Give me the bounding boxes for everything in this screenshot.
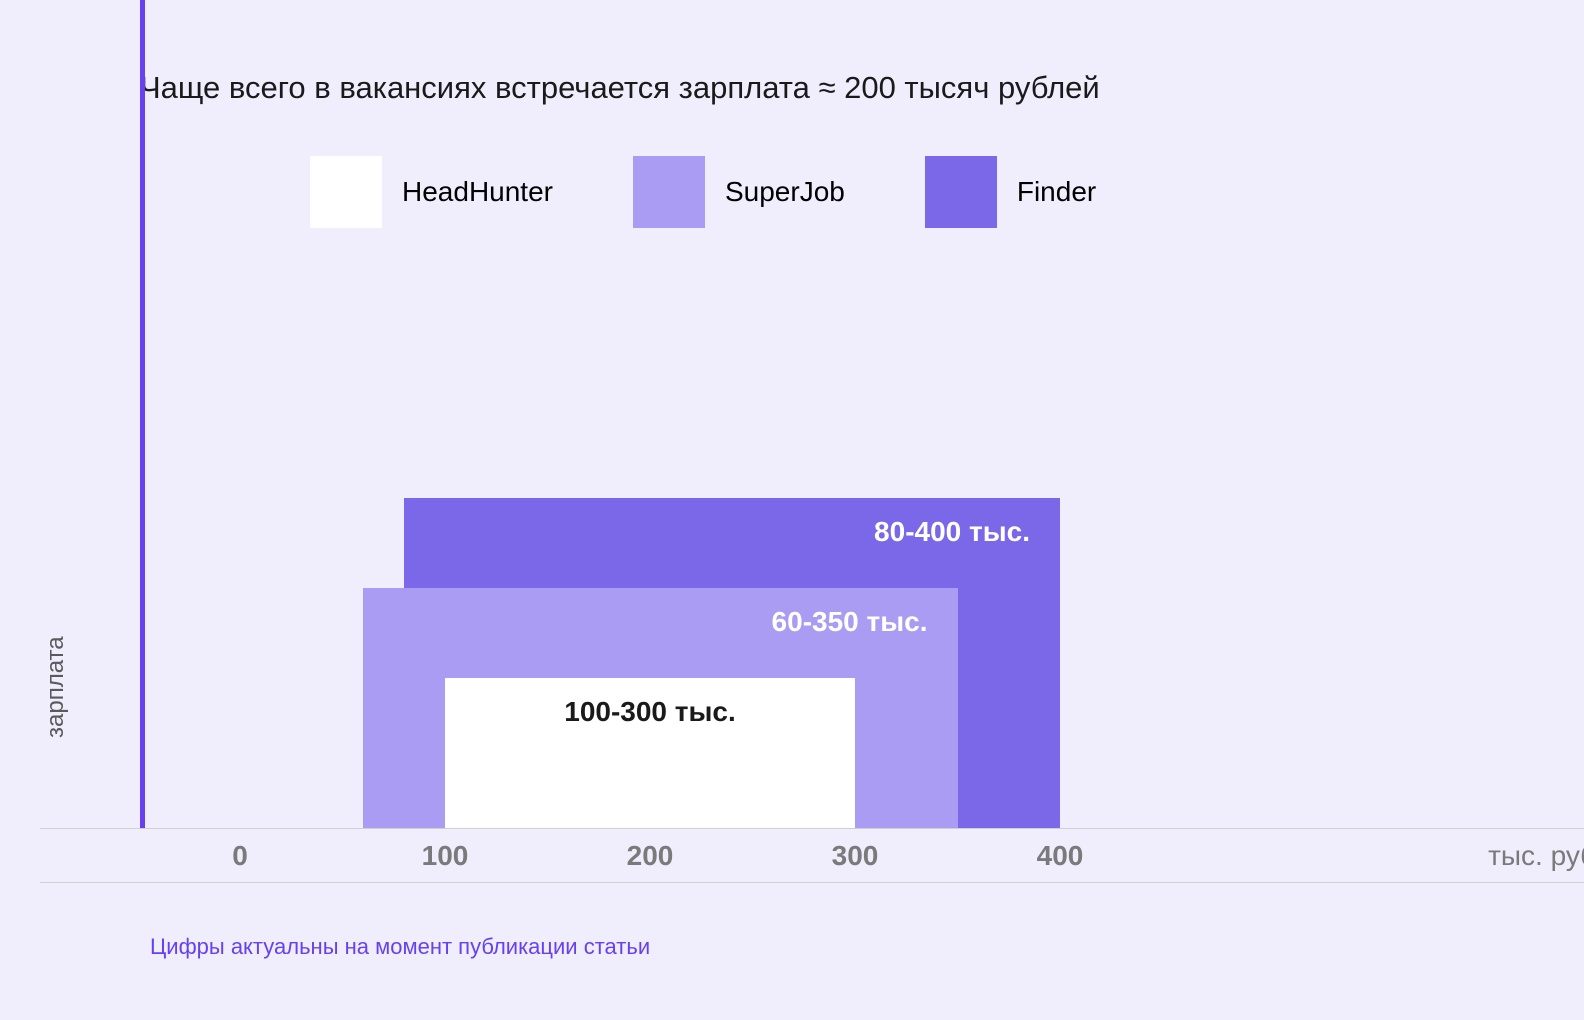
footnote: Цифры актуальны на момент публикации ста… xyxy=(150,934,650,960)
legend-label: HeadHunter xyxy=(402,176,553,208)
bar-label: 100-300 тыс. xyxy=(564,696,736,728)
x-tick: 400 xyxy=(1037,840,1084,872)
legend-swatch xyxy=(633,156,705,228)
x-tick: 200 xyxy=(627,840,674,872)
legend-item-headhunter: HeadHunter xyxy=(310,156,553,228)
chart-container: Чаще всего в вакансиях встречается зарпл… xyxy=(0,0,1584,1020)
x-tick: 0 xyxy=(232,840,248,872)
legend: HeadHunter SuperJob Finder xyxy=(310,156,1474,228)
plot-area: зарплата 80-400 тыс.60-350 тыс.100-300 т… xyxy=(140,298,1474,828)
y-axis-label: зарплата xyxy=(42,636,70,738)
legend-item-superjob: SuperJob xyxy=(633,156,845,228)
chart-title: Чаще всего в вакансиях встречается зарпл… xyxy=(140,70,1474,106)
x-tick: 100 xyxy=(422,840,469,872)
x-axis: 0 100 200 300 400 тыс. руб. xyxy=(40,828,1584,883)
legend-swatch xyxy=(925,156,997,228)
x-axis-label: тыс. руб. xyxy=(1488,840,1584,872)
bar-headhunter: 100-300 тыс. xyxy=(445,678,855,828)
x-tick: 300 xyxy=(832,840,879,872)
legend-swatch xyxy=(310,156,382,228)
bars-group: 80-400 тыс. 60-350 тыс. 100-300 тыс. xyxy=(140,298,1474,828)
legend-item-finder: Finder xyxy=(925,156,1096,228)
bar-label: 60-350 тыс. xyxy=(772,606,928,638)
legend-label: SuperJob xyxy=(725,176,845,208)
bar-label: 80-400 тыс. xyxy=(874,516,1030,548)
legend-label: Finder xyxy=(1017,176,1096,208)
